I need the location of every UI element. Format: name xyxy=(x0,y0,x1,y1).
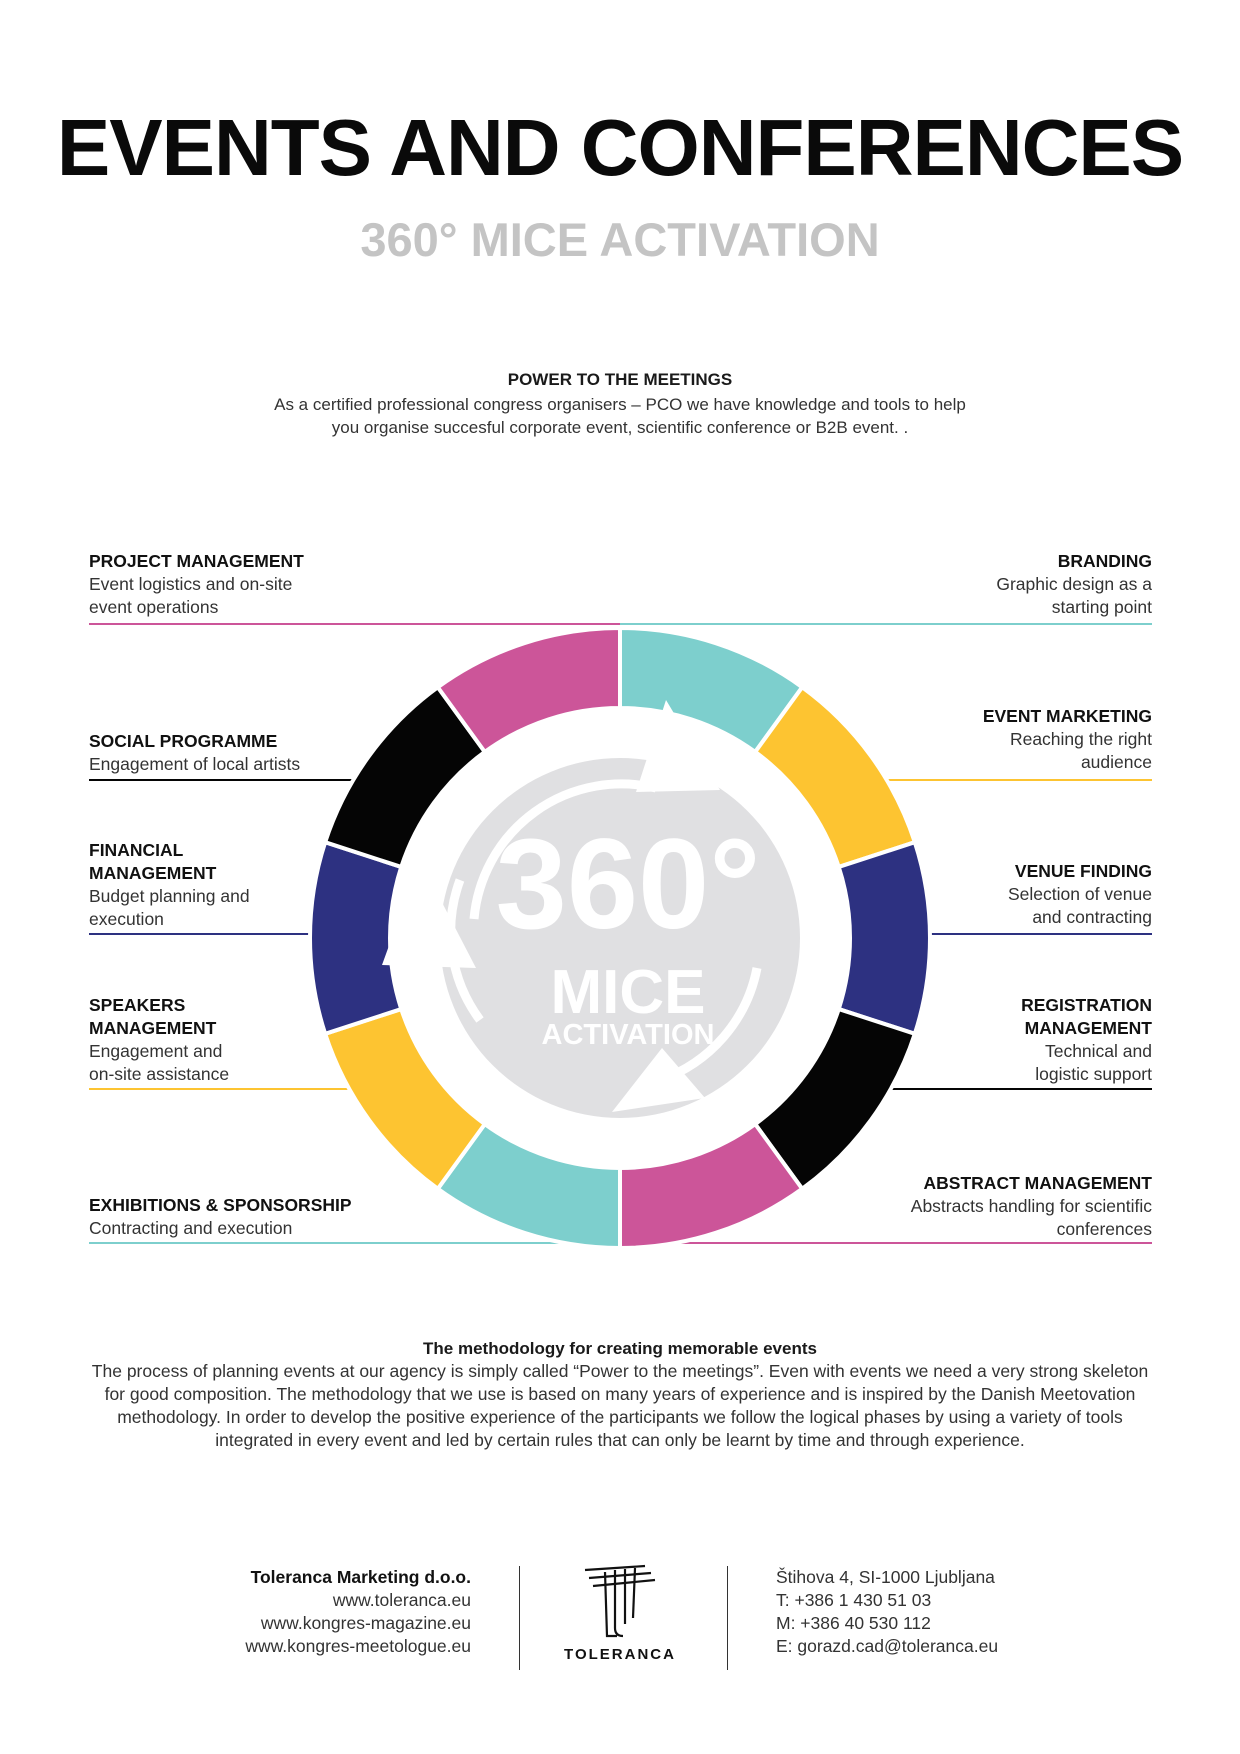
wheel-mice-label: MICE xyxy=(551,958,706,1027)
item-venue-finding: VENUE FINDING Selection of venue and con… xyxy=(982,860,1152,929)
footer-divider xyxy=(727,1566,728,1670)
item-financial-management: FINANCIAL MANAGEMENT Budget planning and… xyxy=(89,839,259,931)
intro-section: POWER TO THE MEETINGS As a certified pro… xyxy=(0,370,1240,439)
item-desc: Graphic design as a starting point xyxy=(996,574,1152,617)
wheel-segments xyxy=(307,625,933,1251)
item-desc: Engagement and on-site assistance xyxy=(89,1041,230,1084)
item-desc: Reaching the right audience xyxy=(1009,729,1152,772)
wheel-segment xyxy=(434,625,622,755)
item-event-marketing: EVENT MARKETING Reaching the right audie… xyxy=(952,705,1152,774)
company-name: Toleranca Marketing d.o.o. xyxy=(250,1567,471,1587)
item-title: FINANCIAL MANAGEMENT xyxy=(89,840,217,883)
intro-text: As a certified professional congress org… xyxy=(274,395,966,437)
wheel-segment xyxy=(307,839,404,1037)
item-project-management: PROJECT MANAGEMENT Event logistics and o… xyxy=(89,550,329,619)
methodology-section: The methodology for creating memorable e… xyxy=(0,1339,1240,1452)
cycle-arrows xyxy=(382,700,762,1112)
item-title: REGISTRATION MANAGEMENT xyxy=(1021,995,1152,1038)
logo-wordmark: TOLERANCA xyxy=(564,1646,676,1663)
connector-lines xyxy=(89,623,1152,1244)
item-desc: Abstracts handling for scientific confer… xyxy=(910,1196,1152,1239)
methodology-heading: The methodology for creating memorable e… xyxy=(423,1339,817,1358)
item-title: VENUE FINDING xyxy=(1014,861,1152,881)
wheel-center xyxy=(440,758,800,1118)
item-desc: Event logistics and on-site event operat… xyxy=(89,574,293,617)
page-subtitle: 360° MICE ACTIVATION xyxy=(360,213,880,266)
item-desc: Contracting and execution xyxy=(89,1218,293,1238)
wheel-activation-label: ACTIVATION xyxy=(542,1019,715,1051)
item-title: SPEAKERS MANAGEMENT xyxy=(89,995,217,1038)
item-branding: BRANDING Graphic design as a starting po… xyxy=(952,550,1152,619)
item-title: BRANDING xyxy=(1057,551,1152,571)
address: Štihova 4, SI-1000 Ljubljana xyxy=(776,1567,995,1587)
methodology-text: The process of planning events at our ag… xyxy=(91,1361,1149,1450)
page-title: EVENTS AND CONFERENCES xyxy=(56,103,1184,192)
item-desc: Technical and logistic support xyxy=(1035,1041,1152,1084)
item-title: EVENT MARKETING xyxy=(982,706,1152,726)
website-link[interactable]: www.kongres-magazine.eu xyxy=(260,1613,471,1633)
footer-company-info: Toleranca Marketing d.o.o. www.toleranca… xyxy=(245,1566,471,1658)
item-desc: Engagement of local artists xyxy=(89,754,301,774)
item-speakers-management: SPEAKERS MANAGEMENT Engagement and on-si… xyxy=(89,994,249,1086)
intro-heading: POWER TO THE MEETINGS xyxy=(507,370,733,389)
toleranca-logo-icon xyxy=(584,1564,656,1638)
item-title: SOCIAL PROGRAMME xyxy=(89,731,278,751)
footer-divider xyxy=(519,1566,520,1670)
item-exhibitions-sponsorship: EXHIBITIONS & SPONSORSHIP Contracting an… xyxy=(89,1194,379,1240)
email-link[interactable]: E: gorazd.cad@toleranca.eu xyxy=(776,1636,999,1656)
footer-contact-info: Štihova 4, SI-1000 Ljubljana T: +386 1 4… xyxy=(776,1566,998,1658)
item-title: EXHIBITIONS & SPONSORSHIP xyxy=(89,1195,352,1215)
item-registration-management: REGISTRATION MANAGEMENT Technical and lo… xyxy=(1002,994,1152,1086)
mobile-phone: M: +386 40 530 112 xyxy=(776,1613,931,1633)
item-social-programme: SOCIAL PROGRAMME Engagement of local art… xyxy=(89,730,349,776)
website-link[interactable]: www.toleranca.eu xyxy=(332,1590,471,1610)
item-title: ABSTRACT MANAGEMENT xyxy=(923,1173,1152,1193)
item-desc: Budget planning and execution xyxy=(89,886,250,929)
phone: T: +386 1 430 51 03 xyxy=(776,1590,932,1610)
wheel-360-label: 360° xyxy=(496,813,761,956)
website-link[interactable]: www.kongres-meetologue.eu xyxy=(245,1636,471,1656)
item-abstract-management: ABSTRACT MANAGEMENT Abstracts handling f… xyxy=(892,1172,1152,1241)
wheel-segment xyxy=(836,839,933,1037)
item-desc: Selection of venue and contracting xyxy=(1008,884,1152,927)
item-title: PROJECT MANAGEMENT xyxy=(89,551,304,571)
